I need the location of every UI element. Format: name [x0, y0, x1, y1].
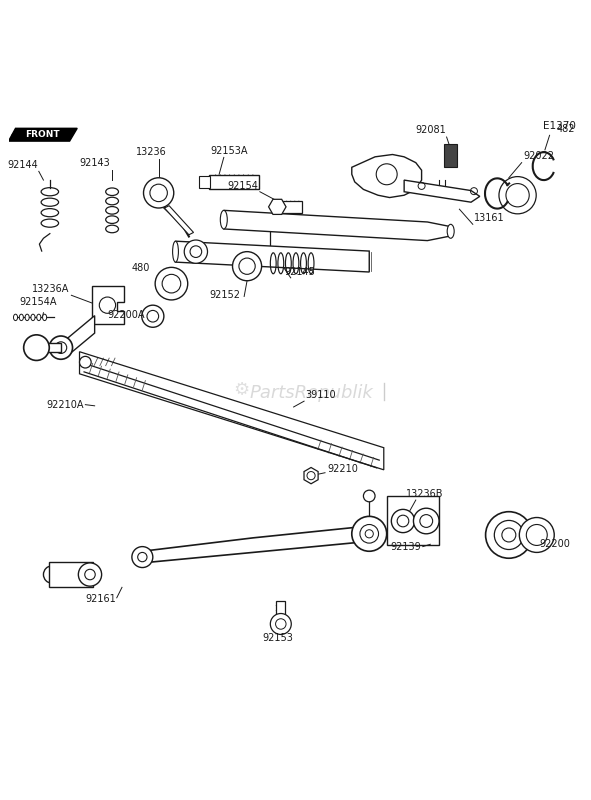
- Text: 39110: 39110: [305, 390, 336, 400]
- Text: 92161: 92161: [86, 594, 116, 604]
- Ellipse shape: [20, 314, 24, 321]
- Bar: [49, 562, 93, 587]
- Circle shape: [239, 258, 255, 274]
- Text: 92200: 92200: [539, 539, 570, 550]
- Circle shape: [44, 566, 61, 583]
- Text: 480: 480: [132, 263, 150, 273]
- Text: 92210: 92210: [327, 464, 358, 474]
- Ellipse shape: [173, 241, 178, 262]
- Text: 92081: 92081: [415, 126, 446, 135]
- Circle shape: [79, 563, 102, 586]
- Bar: [276, 601, 285, 624]
- Circle shape: [360, 525, 379, 543]
- Circle shape: [142, 305, 164, 327]
- Circle shape: [155, 267, 188, 300]
- Polygon shape: [404, 180, 480, 202]
- Text: 92144: 92144: [7, 160, 38, 170]
- Ellipse shape: [447, 224, 454, 238]
- Circle shape: [391, 510, 415, 533]
- Polygon shape: [164, 206, 193, 234]
- Ellipse shape: [43, 314, 47, 321]
- Polygon shape: [304, 467, 318, 484]
- Bar: [52, 566, 86, 582]
- Ellipse shape: [220, 210, 228, 229]
- Polygon shape: [142, 526, 369, 563]
- Circle shape: [162, 274, 181, 293]
- Text: 92154A: 92154A: [19, 297, 57, 307]
- Circle shape: [494, 521, 524, 550]
- Text: 92139: 92139: [391, 542, 421, 552]
- Text: 92154: 92154: [228, 181, 259, 190]
- Circle shape: [147, 310, 158, 322]
- Text: 92153A: 92153A: [211, 146, 248, 156]
- Circle shape: [376, 164, 397, 185]
- Ellipse shape: [14, 314, 18, 321]
- Circle shape: [363, 490, 375, 502]
- Circle shape: [80, 356, 91, 368]
- Text: 92145: 92145: [284, 266, 315, 277]
- Circle shape: [99, 297, 116, 314]
- Polygon shape: [92, 286, 124, 324]
- Circle shape: [144, 178, 174, 208]
- Text: 92210A: 92210A: [47, 400, 84, 410]
- Polygon shape: [176, 241, 369, 272]
- Text: 13236A: 13236A: [33, 284, 70, 294]
- Polygon shape: [67, 316, 95, 356]
- Polygon shape: [224, 210, 451, 241]
- Text: 92022: 92022: [524, 151, 554, 162]
- Text: 92152: 92152: [209, 290, 241, 300]
- Circle shape: [414, 508, 439, 534]
- Circle shape: [24, 335, 49, 361]
- Bar: [209, 175, 259, 189]
- Polygon shape: [268, 199, 286, 214]
- Text: 13236B: 13236B: [406, 489, 443, 499]
- Polygon shape: [8, 128, 77, 141]
- Text: 482: 482: [557, 123, 575, 134]
- Text: ⚙: ⚙: [233, 381, 249, 398]
- Circle shape: [486, 512, 532, 558]
- Circle shape: [270, 614, 291, 634]
- Text: E1370: E1370: [543, 121, 576, 130]
- Text: 92143: 92143: [79, 158, 110, 169]
- Text: 92200A: 92200A: [108, 310, 145, 320]
- Bar: [199, 176, 210, 188]
- Polygon shape: [38, 343, 61, 352]
- Circle shape: [527, 525, 547, 546]
- Circle shape: [150, 184, 167, 202]
- Circle shape: [352, 516, 387, 551]
- Ellipse shape: [37, 314, 41, 321]
- Circle shape: [232, 252, 262, 281]
- Ellipse shape: [25, 314, 29, 321]
- Text: 92153: 92153: [262, 633, 293, 642]
- Circle shape: [190, 246, 202, 258]
- Polygon shape: [352, 154, 421, 198]
- Bar: [279, 201, 303, 213]
- Circle shape: [49, 336, 73, 359]
- Bar: [444, 144, 456, 167]
- Circle shape: [519, 518, 554, 553]
- Circle shape: [132, 546, 153, 567]
- Bar: [387, 496, 439, 546]
- Text: PartsRepublik: PartsRepublik: [249, 384, 373, 402]
- Text: 13161: 13161: [474, 213, 505, 222]
- Circle shape: [184, 240, 207, 263]
- Text: FRONT: FRONT: [25, 130, 60, 139]
- Ellipse shape: [31, 314, 35, 321]
- Text: 13236: 13236: [136, 147, 167, 157]
